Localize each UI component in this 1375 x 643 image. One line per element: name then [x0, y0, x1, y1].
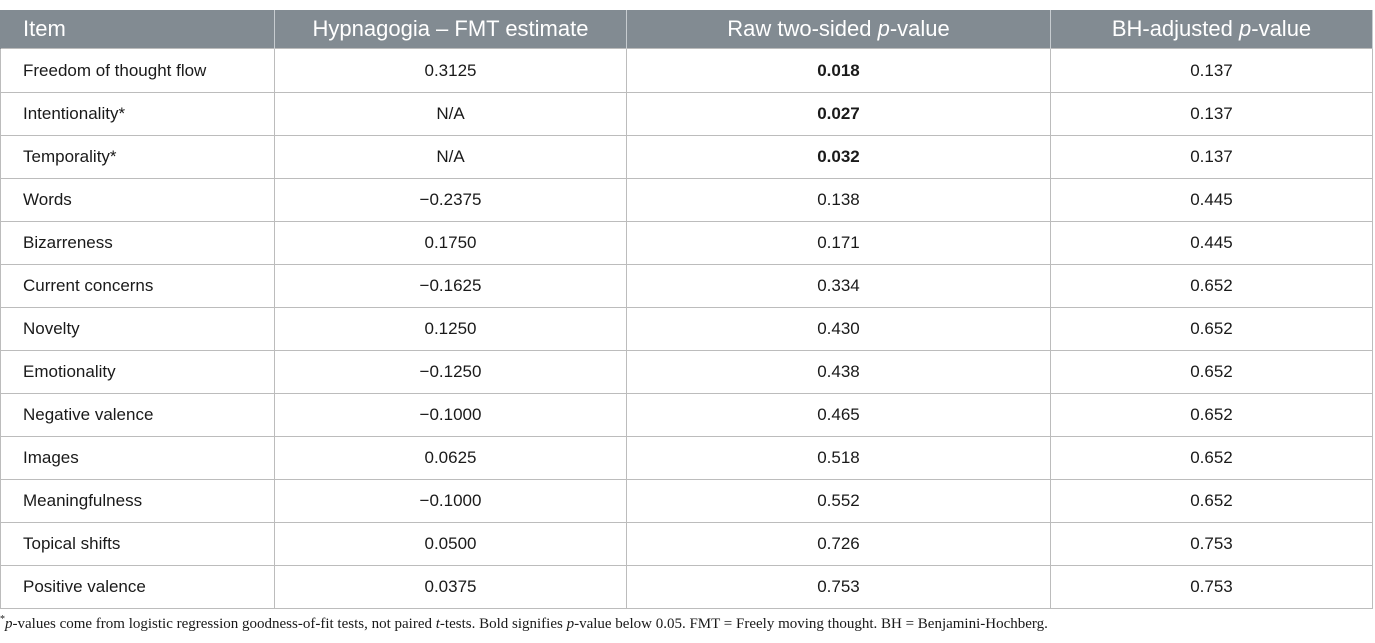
cell-bh-p: 0.137	[1050, 48, 1373, 93]
cell-raw-p: 0.430	[626, 307, 1051, 351]
cell-raw-p: 0.726	[626, 522, 1051, 566]
table-header: Item Hypnagogia – FMT estimate Raw two-s…	[0, 10, 1373, 49]
cell-bh-p: 0.137	[1050, 92, 1373, 136]
cell-item: Images	[0, 436, 275, 480]
cell-item: Words	[0, 178, 275, 222]
table-row: Images 0.0625 0.518 0.652	[0, 436, 1373, 480]
table-row: Freedom of thought flow 0.3125 0.018 0.137	[0, 48, 1373, 93]
cell-raw-p: 0.753	[626, 565, 1051, 609]
header-raw-p-italic: p	[877, 16, 890, 41]
cell-item: Current concerns	[0, 264, 275, 308]
header-row: Item Hypnagogia – FMT estimate Raw two-s…	[0, 10, 1373, 49]
header-estimate: Hypnagogia – FMT estimate	[274, 10, 627, 49]
cell-item: Negative valence	[0, 393, 275, 437]
cell-raw-p: 0.018	[626, 48, 1051, 93]
table-row: Novelty 0.1250 0.430 0.652	[0, 307, 1373, 351]
cell-bh-p: 0.652	[1050, 436, 1373, 480]
cell-bh-p: 0.137	[1050, 135, 1373, 179]
cell-bh-p: 0.652	[1050, 393, 1373, 437]
table-row: Negative valence −0.1000 0.465 0.652	[0, 393, 1373, 437]
table-row: Bizarreness 0.1750 0.171 0.445	[0, 221, 1373, 265]
cell-item: Freedom of thought flow	[0, 48, 275, 93]
cell-item: Positive valence	[0, 565, 275, 609]
cell-estimate: −0.2375	[274, 178, 627, 222]
table-row: Words −0.2375 0.138 0.445	[0, 178, 1373, 222]
cell-item: Topical shifts	[0, 522, 275, 566]
cell-item: Novelty	[0, 307, 275, 351]
cell-bh-p: 0.652	[1050, 264, 1373, 308]
footnote-text-3: -value below 0.05. FMT = Freely moving t…	[574, 616, 1048, 632]
cell-item: Intentionality*	[0, 92, 275, 136]
table-row: Emotionality −0.1250 0.438 0.652	[0, 350, 1373, 394]
cell-estimate: 0.0625	[274, 436, 627, 480]
table-row: Meaningfulness −0.1000 0.552 0.652	[0, 479, 1373, 523]
cell-estimate: −0.1250	[274, 350, 627, 394]
results-table: Item Hypnagogia – FMT estimate Raw two-s…	[0, 10, 1373, 609]
table-row: Positive valence 0.0375 0.753 0.753	[0, 565, 1373, 609]
header-bh-p-prefix: BH-adjusted	[1111, 16, 1239, 41]
header-bh-p-italic: p	[1239, 16, 1252, 41]
cell-raw-p: 0.171	[626, 221, 1051, 265]
cell-estimate: −0.1000	[274, 479, 627, 523]
cell-item: Emotionality	[0, 350, 275, 394]
table-row: Current concerns −0.1625 0.334 0.652	[0, 264, 1373, 308]
cell-raw-p: 0.032	[626, 135, 1051, 179]
table-footnote: *p-values come from logistic regression …	[0, 614, 1372, 633]
header-bh-p: BH-adjusted p-value	[1050, 10, 1373, 49]
cell-estimate: N/A	[274, 92, 627, 136]
cell-item: Temporality*	[0, 135, 275, 179]
cell-raw-p: 0.552	[626, 479, 1051, 523]
footnote-marker: *	[0, 614, 5, 625]
cell-bh-p: 0.445	[1050, 178, 1373, 222]
header-raw-p-prefix: Raw two-sided	[727, 16, 878, 41]
cell-estimate: −0.1625	[274, 264, 627, 308]
table-row: Topical shifts 0.0500 0.726 0.753	[0, 522, 1373, 566]
results-table-container: Item Hypnagogia – FMT estimate Raw two-s…	[0, 10, 1373, 609]
cell-estimate: 0.0375	[274, 565, 627, 609]
header-estimate-label: Hypnagogia – FMT estimate	[312, 16, 589, 41]
footnote-text-1: -values come from logistic regression go…	[12, 616, 436, 632]
table-body: Freedom of thought flow 0.3125 0.018 0.137 I…	[0, 48, 1373, 609]
cell-estimate: 0.0500	[274, 522, 627, 566]
cell-bh-p: 0.652	[1050, 479, 1373, 523]
header-item: Item	[0, 10, 275, 49]
footnote-italic-p1: p	[5, 616, 13, 632]
cell-bh-p: 0.445	[1050, 221, 1373, 265]
header-raw-p-suffix: -value	[889, 16, 950, 41]
cell-bh-p: 0.753	[1050, 522, 1373, 566]
footnote-italic-t: t	[435, 616, 440, 632]
table-row: Temporality* N/A 0.032 0.137	[0, 135, 1373, 179]
cell-bh-p: 0.652	[1050, 307, 1373, 351]
cell-estimate: 0.3125	[274, 48, 627, 93]
cell-raw-p: 0.138	[626, 178, 1051, 222]
cell-estimate: N/A	[274, 135, 627, 179]
cell-estimate: −0.1000	[274, 393, 627, 437]
cell-raw-p: 0.518	[626, 436, 1051, 480]
cell-estimate: 0.1250	[274, 307, 627, 351]
cell-raw-p: 0.438	[626, 350, 1051, 394]
header-bh-p-suffix: -value	[1251, 16, 1312, 41]
cell-raw-p: 0.465	[626, 393, 1051, 437]
cell-item: Meaningfulness	[0, 479, 275, 523]
cell-estimate: 0.1750	[274, 221, 627, 265]
header-raw-p: Raw two-sided p-value	[626, 10, 1051, 49]
header-item-label: Item	[23, 16, 66, 41]
cell-bh-p: 0.652	[1050, 350, 1373, 394]
table-row: Intentionality* N/A 0.027 0.137	[0, 92, 1373, 136]
cell-raw-p: 0.027	[626, 92, 1051, 136]
footnote-italic-p2: p	[566, 616, 575, 632]
cell-raw-p: 0.334	[626, 264, 1051, 308]
footnote-text-2: -tests. Bold signifies	[439, 616, 567, 632]
cell-bh-p: 0.753	[1050, 565, 1373, 609]
cell-item: Bizarreness	[0, 221, 275, 265]
